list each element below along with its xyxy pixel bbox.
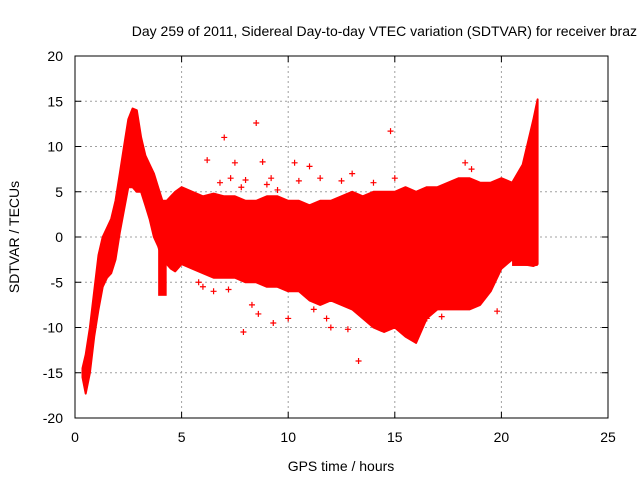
- x-tick-label: 10: [280, 429, 296, 445]
- outlier-point: [248, 301, 255, 308]
- x-tick-label: 0: [71, 429, 79, 445]
- outlier-point: [274, 186, 281, 193]
- outlier-point: [227, 175, 234, 182]
- outlier-point: [285, 315, 292, 322]
- outlier-point: [255, 310, 262, 317]
- outlier-point: [338, 177, 345, 184]
- outlier-point: [323, 315, 330, 322]
- y-tick-label: -15: [43, 365, 63, 381]
- axes: 0 5 10 15 20 25 20 15 10 5 0 -5 -10 -15 -20: [43, 48, 616, 445]
- outlier-point: [306, 163, 313, 170]
- outlier-point: [225, 286, 232, 293]
- outlier-point: [327, 324, 334, 331]
- x-tick-label: 5: [178, 429, 186, 445]
- outlier-point: [242, 176, 249, 183]
- outlier-point: [494, 308, 501, 315]
- x-tick-label: 20: [494, 429, 510, 445]
- outlier-point: [387, 128, 394, 135]
- outlier-point: [221, 134, 228, 141]
- y-axis-label: SDTVAR / TECUs: [6, 181, 22, 293]
- y-tick-label: 20: [47, 48, 63, 64]
- outlier-point: [391, 175, 398, 182]
- outlier-point: [349, 170, 356, 177]
- outlier-point: [344, 326, 351, 333]
- outlier-point: [199, 283, 206, 290]
- outlier-point: [259, 158, 266, 165]
- outlier-point: [268, 175, 275, 182]
- y-tick-label: 0: [55, 229, 63, 245]
- outlier-point: [317, 175, 324, 182]
- outlier-point: [216, 179, 223, 186]
- outlier-point: [263, 181, 270, 188]
- y-tick-label: 15: [47, 93, 63, 109]
- outlier-point: [423, 315, 430, 322]
- outlier-point: [462, 159, 469, 166]
- x-tick-label: 25: [600, 429, 616, 445]
- x-axis-label: GPS time / hours: [288, 458, 395, 474]
- data-cluster: [512, 218, 538, 266]
- data-cluster: [158, 246, 167, 296]
- outlier-point: [291, 159, 298, 166]
- outlier-point: [355, 357, 362, 364]
- y-tick-label: 5: [55, 184, 63, 200]
- chart-title: Day 259 of 2011, Sidereal Day-to-day VTE…: [132, 23, 637, 39]
- data-envelope: [81, 98, 539, 395]
- outlier-point: [310, 306, 317, 313]
- outlier-point: [231, 159, 238, 166]
- outlier-point: [204, 157, 211, 164]
- x-tick-label: 15: [387, 429, 403, 445]
- y-tick-label: 10: [47, 139, 63, 155]
- y-tick-label: -20: [43, 410, 63, 426]
- outlier-point: [468, 166, 475, 173]
- outlier-point: [238, 184, 245, 191]
- outlier-point: [195, 279, 202, 286]
- outlier-point: [370, 179, 377, 186]
- outlier-point: [240, 329, 247, 336]
- outlier-point: [253, 119, 260, 126]
- outlier-point: [210, 288, 217, 295]
- y-tick-label: -10: [43, 320, 63, 336]
- outlier-point: [438, 313, 445, 320]
- y-tick-label: -5: [51, 274, 64, 290]
- outlier-point: [295, 177, 302, 184]
- data-points: [81, 98, 539, 395]
- outlier-point: [270, 319, 277, 326]
